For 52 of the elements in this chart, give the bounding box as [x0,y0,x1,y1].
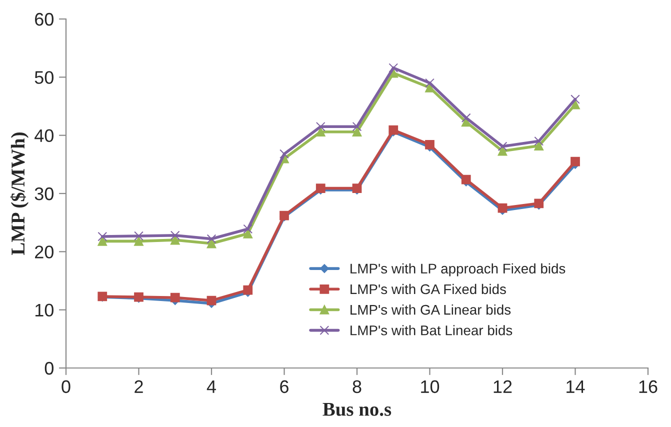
point [425,140,434,150]
point [534,141,544,150]
y-tick-label: 50 [34,71,54,84]
x-axis-title: Bus no.s [322,402,392,416]
point [316,122,326,132]
x-tick-label: 4 [206,380,216,393]
point [461,113,471,123]
point [570,100,580,110]
point [316,127,326,137]
point [170,230,180,240]
legend-label: LMP's with GA Fixed bids [350,284,506,294]
point [498,142,508,152]
point [425,82,434,92]
y-tick-label: 0 [44,362,54,375]
y-axis-title: LMP ($/MWh) [10,132,29,256]
legend-label: LMP's with Bat Linear bids [350,325,512,336]
point [170,235,180,245]
y-tick-label: 30 [34,187,54,200]
point [570,94,580,104]
legend-label: LMP's with LP approach Fixed bids [350,263,566,276]
y-tick-label: 40 [34,129,54,142]
x-tick-label: 16 [639,380,658,394]
point [206,238,216,248]
point [134,236,144,246]
x-tick-label: 2 [134,380,143,393]
point [352,127,362,137]
point [280,149,289,159]
x-tick-label: 0 [62,380,70,394]
x-tick-label: 12 [494,380,512,393]
point [98,236,108,246]
point [243,285,253,295]
x-tick-label: 14 [566,380,585,393]
point [352,122,362,132]
point [98,232,108,242]
point [134,231,144,241]
point [425,78,434,88]
x-tick-label: 8 [352,380,362,394]
point [461,174,471,184]
y-tick-label: 10 [35,304,54,317]
legend-label: LMP's with GA Linear bids [350,304,511,315]
y-tick-label: 20 [35,246,54,258]
point [498,146,508,156]
y-tick-label: 60 [35,12,54,26]
point [388,63,398,73]
x-tick-label: 10 [421,380,440,394]
point [206,234,216,244]
point [206,296,216,306]
point [170,292,180,302]
x-tick-label: 6 [280,380,288,394]
point [534,136,544,146]
point [570,156,580,166]
point [243,224,253,234]
